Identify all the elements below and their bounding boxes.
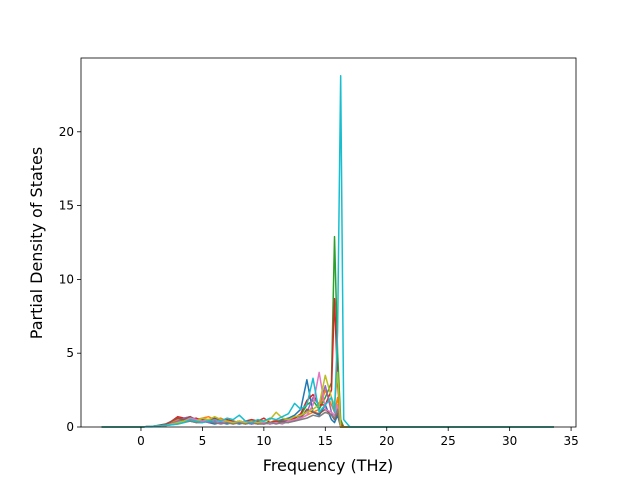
y-tick-label: 15 [59,199,74,213]
x-tick-label: 30 [502,434,517,448]
series-line [101,408,554,428]
x-tick-label: 0 [137,434,145,448]
x-tick-label: 35 [563,434,578,448]
y-tick-label: 5 [66,346,74,360]
y-tick-label: 20 [59,125,74,139]
x-tick-label: 20 [379,434,394,448]
x-tick-label: 15 [318,434,333,448]
x-tick-label: 25 [441,434,456,448]
y-axis-label: Partial Density of States [27,147,46,339]
x-tick-label: 10 [256,434,271,448]
series-line [101,74,554,428]
y-tick-label: 0 [66,420,74,434]
x-axis-label: Frequency (THz) [263,456,393,475]
x-tick-label: 5 [199,434,207,448]
y-tick-label: 10 [59,272,74,286]
plot-frame [80,57,577,428]
